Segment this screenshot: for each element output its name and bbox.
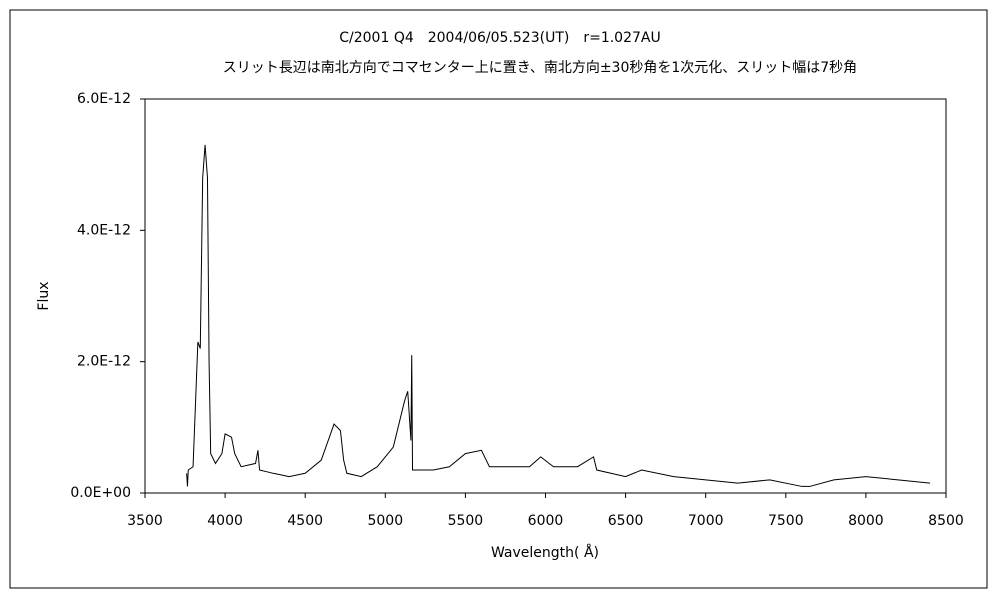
y-tick-label: 0.0E+00	[70, 485, 131, 501]
spectrum-line	[186, 144, 931, 487]
chart-subtitle: スリット長辺は南北方向でコマセンター上に置き、南北方向±30秒角を1次元化、スリ…	[223, 60, 857, 76]
x-tick-label: 5000	[367, 513, 403, 529]
chart-frame	[9, 9, 988, 589]
y-tick-label: 2.0E-12	[77, 354, 131, 370]
x-tick-label: 5500	[448, 513, 484, 529]
x-tick-label: 4500	[287, 513, 323, 529]
y-axis-label: Flux	[36, 281, 52, 310]
x-tick-label: 8500	[928, 513, 964, 529]
x-tick-label: 3500	[127, 513, 163, 529]
x-tick-label: 6000	[528, 513, 564, 529]
y-tick-label: 4.0E-12	[77, 222, 131, 238]
x-tick-label: 8000	[848, 513, 884, 529]
x-axis-label: Wavelength( Å)	[491, 544, 599, 561]
y-tick-label: 6.0E-12	[77, 91, 131, 107]
x-tick-label: 7000	[688, 513, 724, 529]
x-tick-label: 6500	[608, 513, 644, 529]
x-tick-label: 7500	[768, 513, 804, 529]
chart-title: C/2001 Q4 2004/06/05.523(UT) r=1.027AU	[339, 30, 660, 46]
x-tick-label: 4000	[207, 513, 243, 529]
